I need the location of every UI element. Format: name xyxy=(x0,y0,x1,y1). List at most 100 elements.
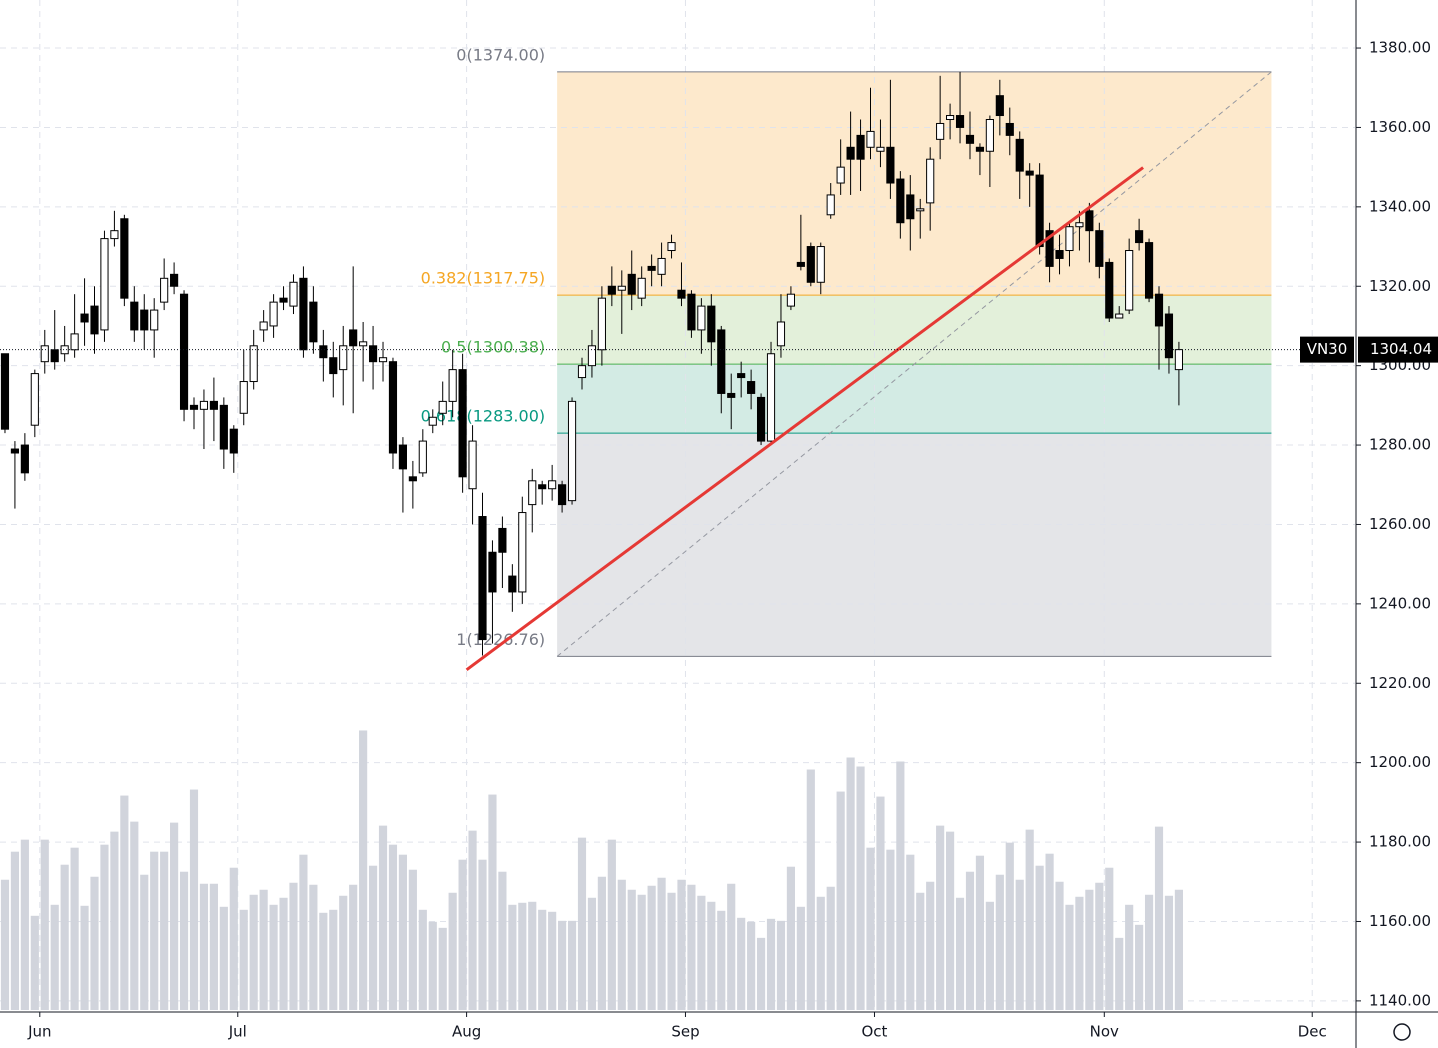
volume-bar xyxy=(309,884,318,1010)
volume-bar xyxy=(916,892,925,1010)
volume-bar xyxy=(299,854,308,1010)
candle-body xyxy=(1105,261,1114,319)
candle-body xyxy=(627,273,636,295)
y-tick-label: 1320.00 xyxy=(1369,277,1431,295)
volume-bar xyxy=(10,851,20,1010)
candle-body xyxy=(1045,230,1054,267)
candle-body xyxy=(747,381,756,394)
volume-bar xyxy=(100,844,109,1010)
candle-body xyxy=(1005,122,1014,136)
candle-body xyxy=(319,345,328,359)
volume-bar xyxy=(567,920,577,1010)
volume-bar xyxy=(30,915,39,1010)
volume-bar xyxy=(80,905,89,1010)
candle-body xyxy=(398,444,408,470)
volume-bar xyxy=(488,794,497,1010)
candle-body xyxy=(110,230,119,240)
candle-body xyxy=(1025,170,1034,176)
volume-bar xyxy=(1105,867,1114,1010)
fib-label: 0.618(1283.00) xyxy=(421,407,545,426)
candle-body xyxy=(597,297,606,351)
volume-bar xyxy=(1025,829,1034,1010)
volume-bar xyxy=(538,909,547,1010)
x-tick-label: Nov xyxy=(1090,1023,1119,1041)
candle-body xyxy=(786,293,795,307)
volume-bar xyxy=(687,884,696,1010)
candle-body xyxy=(408,476,417,482)
volume-bar xyxy=(965,871,975,1010)
settings-icon[interactable] xyxy=(1393,1023,1411,1041)
fib-label: 0(1374.00) xyxy=(456,45,545,64)
volume-bar xyxy=(1065,904,1074,1010)
candle-body xyxy=(50,349,59,363)
volume-bar xyxy=(110,831,119,1010)
volume-bar xyxy=(259,889,268,1010)
volume-bar xyxy=(876,796,885,1010)
y-tick-label: 1340.00 xyxy=(1369,197,1431,215)
candle-body xyxy=(766,353,776,442)
candle-body xyxy=(438,400,447,414)
candle-body xyxy=(657,257,666,275)
volume-bar xyxy=(368,865,378,1010)
volume-bar xyxy=(160,851,169,1010)
price-tag xyxy=(1358,336,1438,363)
volume-bar xyxy=(637,894,646,1010)
volume-bar xyxy=(1005,842,1014,1010)
candle-body xyxy=(965,134,975,144)
volume-bar xyxy=(677,879,686,1010)
candle-body xyxy=(906,194,915,220)
volume-bar xyxy=(478,859,487,1010)
candle-body xyxy=(130,301,139,331)
volume-bar xyxy=(60,864,69,1010)
candle-body xyxy=(458,369,467,478)
candle-body xyxy=(368,345,378,363)
y-tick-label: 1280.00 xyxy=(1369,436,1431,454)
fib-zone xyxy=(557,364,1272,434)
x-tick-label: Sep xyxy=(671,1023,699,1041)
volume-bar xyxy=(289,882,298,1010)
volume-bar xyxy=(528,901,537,1010)
candle-body xyxy=(936,122,945,140)
volume-bar xyxy=(508,904,517,1010)
volume-bar xyxy=(597,876,606,1010)
volume-bar xyxy=(1095,882,1104,1010)
candle-body xyxy=(378,357,388,363)
volume-bar xyxy=(418,909,427,1010)
volume-bar xyxy=(140,874,149,1010)
volume-bar xyxy=(438,927,447,1010)
volume-bar xyxy=(170,822,179,1010)
volume-bar xyxy=(458,859,467,1010)
candle-body xyxy=(1164,313,1174,359)
candle-body xyxy=(100,238,109,331)
candle-body xyxy=(916,208,925,212)
candle-body xyxy=(1065,226,1074,252)
candle-body xyxy=(1055,250,1064,259)
volume-bar xyxy=(189,789,199,1010)
candle-body xyxy=(558,484,567,506)
candle-body xyxy=(160,277,169,303)
candle-body xyxy=(189,404,199,410)
volume-bar xyxy=(199,883,209,1010)
volume-bar xyxy=(1144,894,1154,1010)
x-tick-label: Aug xyxy=(452,1023,481,1041)
candle-body xyxy=(10,448,20,454)
volume-bar xyxy=(468,830,477,1010)
volume-bar xyxy=(90,876,99,1010)
candle-body xyxy=(448,369,457,402)
candle-body xyxy=(567,400,577,502)
candle-body xyxy=(1095,230,1104,267)
volume-bar xyxy=(239,909,248,1010)
candle-body xyxy=(20,444,29,474)
candle-body xyxy=(299,277,308,351)
candle-body xyxy=(637,277,646,299)
candle-body xyxy=(60,345,69,355)
candle-body xyxy=(647,265,656,271)
candle-body xyxy=(607,285,616,295)
volume-bar xyxy=(1055,881,1064,1010)
candle-body xyxy=(219,404,228,450)
candle-body xyxy=(1144,242,1154,299)
candle-body xyxy=(727,392,736,398)
volume-bar xyxy=(975,855,985,1010)
volume-bar xyxy=(946,831,955,1010)
fib-zone xyxy=(557,295,1272,365)
